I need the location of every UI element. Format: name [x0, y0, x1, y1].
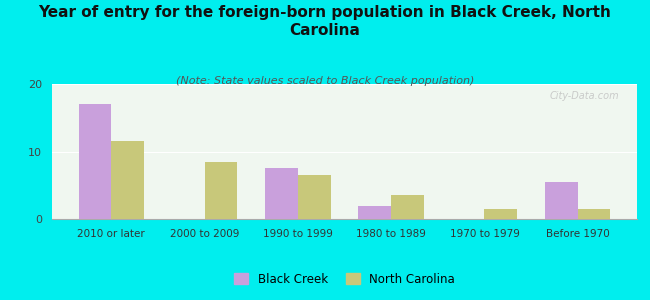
- Bar: [79, 104, 111, 219]
- Bar: [111, 141, 144, 219]
- Text: Year of entry for the foreign-born population in Black Creek, North
Carolina: Year of entry for the foreign-born popul…: [38, 4, 612, 38]
- Bar: [545, 182, 578, 219]
- Legend: Black Creek, North Carolina: Black Creek, North Carolina: [229, 268, 460, 290]
- Bar: [205, 162, 237, 219]
- Bar: [484, 209, 517, 219]
- Text: City-Data.com: City-Data.com: [550, 91, 619, 101]
- Bar: [391, 195, 424, 219]
- Text: (Note: State values scaled to Black Creek population): (Note: State values scaled to Black Cree…: [176, 76, 474, 86]
- Bar: [298, 175, 330, 219]
- Bar: [359, 206, 391, 219]
- Bar: [578, 209, 610, 219]
- Bar: [265, 168, 298, 219]
